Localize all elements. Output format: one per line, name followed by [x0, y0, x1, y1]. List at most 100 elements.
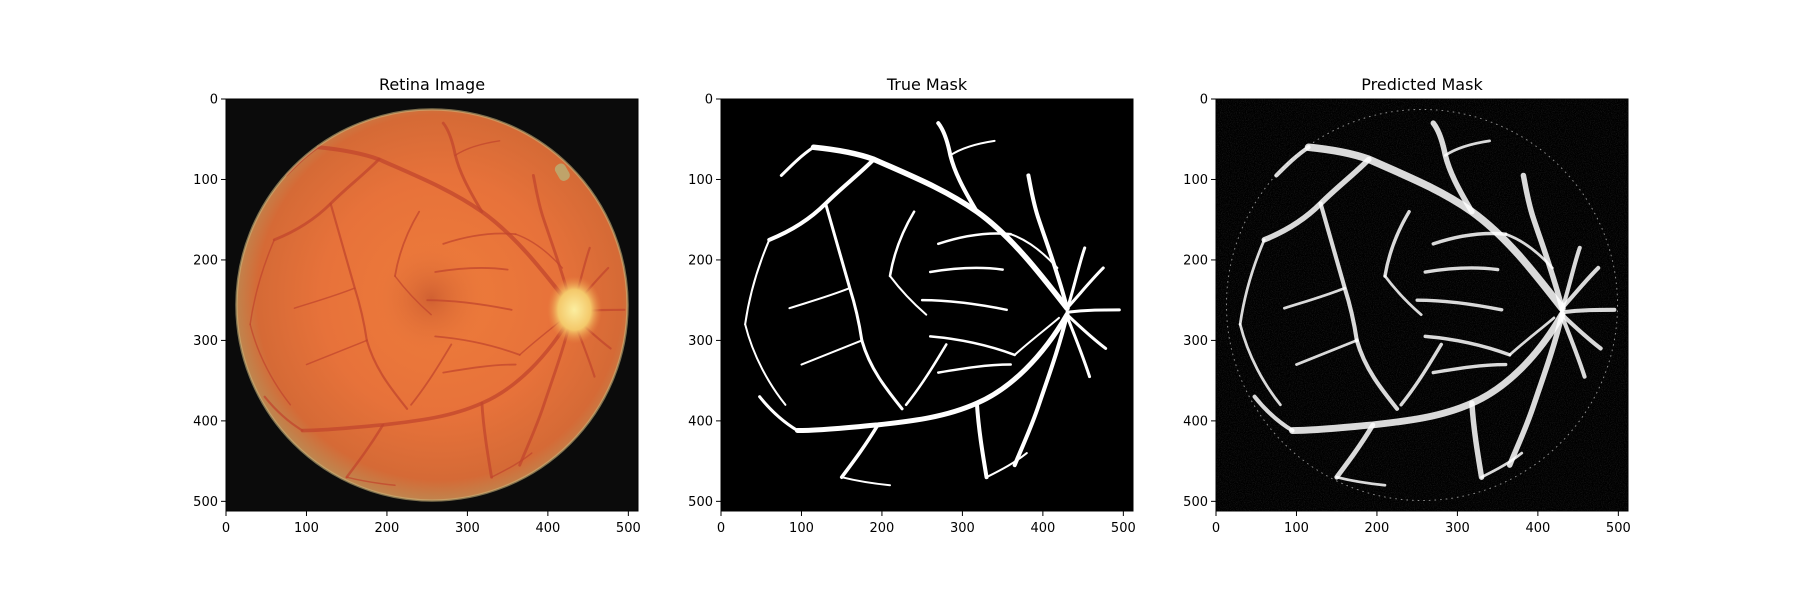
vessel-segment — [937, 232, 1012, 246]
x-tick-label: 500 — [616, 521, 641, 536]
mask-vessels — [744, 121, 1121, 487]
y-tick-label: 400 — [1183, 414, 1208, 429]
x-tick-label: 100 — [294, 521, 319, 536]
vessel-segment — [888, 275, 928, 316]
vessel-segment — [1026, 173, 1070, 311]
vessel-segment — [454, 140, 501, 157]
y-tick-label: 300 — [1183, 334, 1208, 349]
y-tick-label: 300 — [688, 334, 713, 349]
vessel-segment — [394, 210, 421, 277]
panel-title: Predicted Mask — [1361, 75, 1483, 94]
x-tick-label: 0 — [1212, 521, 1220, 536]
x-tick-label: 0 — [222, 521, 230, 536]
panel-true-mask: True Mask 0 100 200 300 400 500 0 100 20… — [688, 75, 1136, 536]
vessel-segment — [794, 312, 1070, 434]
axes-border — [720, 98, 1134, 512]
vessel-segment — [1065, 246, 1087, 312]
panel-retina-image: Retina Image 0 100 200 300 400 500 0 100… — [193, 75, 641, 536]
vessel-segment — [518, 313, 574, 467]
vessel-segment — [249, 323, 292, 406]
vessel-segment — [1009, 233, 1059, 269]
vessel-segment — [490, 452, 533, 478]
x-tick-label: 200 — [870, 521, 895, 536]
panel-title: Retina Image — [379, 75, 485, 94]
vessel-segment — [810, 144, 1070, 311]
x-tick-label: 200 — [375, 521, 400, 536]
y-tick-label: 100 — [688, 173, 713, 188]
vessel-segment — [839, 423, 880, 479]
x-tick-label: 200 — [1365, 521, 1390, 536]
y-tick-labels: 0 100 200 300 400 500 — [1183, 93, 1208, 510]
axes-border — [1215, 98, 1629, 512]
vessel-segment — [305, 339, 368, 366]
y-tick-label: 500 — [688, 495, 713, 510]
fundus-notch — [554, 163, 570, 181]
x-tick-label: 300 — [455, 521, 480, 536]
vessel-segment — [949, 139, 996, 157]
vessel-segment — [263, 395, 304, 432]
x-tick-labels: 0 100 200 300 400 500 — [1212, 521, 1631, 536]
axes-frame — [221, 98, 639, 516]
vessel-segment — [480, 401, 493, 479]
vessel-segment — [316, 145, 575, 311]
vessel-segment — [928, 335, 1016, 357]
y-tick-label: 400 — [193, 414, 218, 429]
x-tick-label: 0 — [717, 521, 725, 536]
vessel-segment — [888, 210, 916, 278]
vessel-segment — [1065, 308, 1121, 314]
predicted-mask-image — [1216, 99, 1628, 511]
vessel-segment — [514, 233, 564, 269]
vessel-segment — [779, 145, 816, 177]
y-tick-label: 100 — [193, 173, 218, 188]
vessel-segment — [365, 339, 409, 410]
vessel-segment — [345, 423, 385, 479]
vessel-segment — [860, 338, 904, 411]
vessel-segment — [985, 452, 1028, 479]
y-tick-label: 500 — [1183, 495, 1208, 510]
panel-predicted-mask: Predicted Mask 0 100 200 300 400 500 0 1… — [1183, 75, 1631, 536]
vessel-segment — [788, 287, 851, 310]
axes-frame — [716, 98, 1134, 516]
vessel-segment — [1065, 313, 1108, 350]
vessel-segment — [434, 335, 521, 356]
x-tick-labels: 0 100 200 300 400 500 — [717, 521, 1136, 536]
y-tick-labels: 0 100 200 300 400 500 — [193, 93, 218, 510]
vessel-segment — [800, 339, 863, 366]
vessel-segment — [300, 312, 574, 433]
vessel-segment — [410, 343, 453, 406]
vessel-segment — [840, 476, 891, 487]
vessel-segment — [1012, 312, 1070, 468]
y-tick-label: 0 — [705, 93, 713, 108]
y-tick-label: 400 — [688, 414, 713, 429]
y-tick-label: 200 — [193, 253, 218, 268]
x-tick-label: 100 — [789, 521, 814, 536]
y-tick-label: 0 — [210, 93, 218, 108]
x-tick-label: 400 — [1525, 521, 1550, 536]
retina-photo — [226, 99, 638, 511]
vessel-segment — [1065, 314, 1092, 379]
y-tick-label: 300 — [193, 334, 218, 349]
vessel-segment — [293, 287, 356, 309]
panel-title: True Mask — [886, 75, 968, 94]
axes-frame — [1211, 98, 1629, 516]
vessel-segment — [249, 239, 276, 326]
fundus-rim — [235, 108, 629, 502]
vessel-segment — [937, 363, 1012, 374]
vessel-segment — [758, 395, 799, 433]
vessel-segment — [434, 266, 509, 273]
vessel-segment — [345, 476, 396, 486]
optic-disc — [547, 276, 602, 344]
macula — [374, 242, 488, 355]
vessel-segment — [442, 363, 517, 374]
y-tick-labels: 0 100 200 300 400 500 — [688, 93, 713, 510]
x-tick-label: 300 — [950, 521, 975, 536]
axes-border — [225, 98, 639, 512]
vessel-segment — [442, 232, 517, 245]
x-tick-labels: 0 100 200 300 400 500 — [222, 521, 641, 536]
x-tick-label: 400 — [535, 521, 560, 536]
x-tick-label: 400 — [1030, 521, 1055, 536]
vessel-segment — [744, 323, 787, 406]
x-tick-label: 500 — [1111, 521, 1136, 536]
